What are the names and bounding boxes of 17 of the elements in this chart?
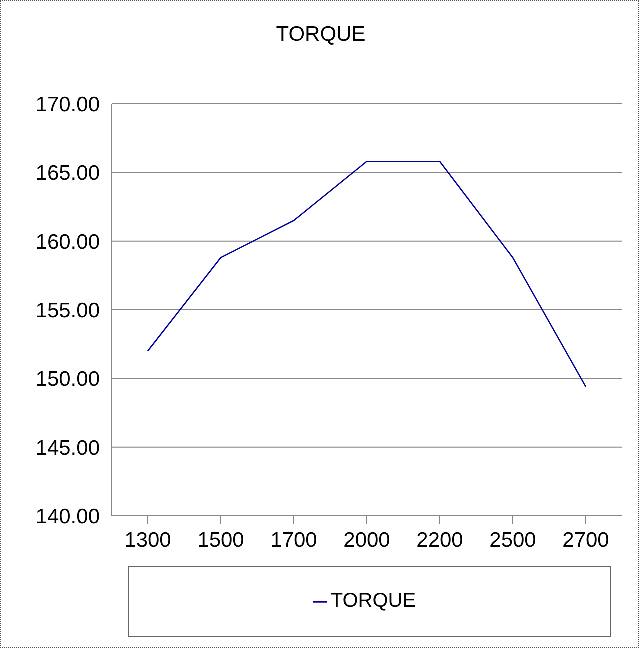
- y-tick-label: 150.00: [36, 368, 100, 392]
- y-tick-label: 145.00: [36, 436, 100, 460]
- x-tick-label: 2700: [562, 528, 610, 552]
- x-tick-label: 1700: [270, 528, 318, 552]
- x-tick-label: 2000: [344, 528, 390, 552]
- x-tick-label: 2500: [490, 528, 536, 552]
- line-series: [147, 161, 587, 388]
- y-tick-label: 155.00: [36, 299, 100, 322]
- x-tick-label: 2200: [416, 528, 464, 552]
- legend-label: TORQUE: [330, 590, 416, 612]
- x-tick-label: 1500: [198, 528, 244, 552]
- y-tick-label: 140.00: [36, 505, 100, 528]
- chart-title: TORQUE: [275, 23, 367, 47]
- y-tick-label: 160.00: [36, 230, 100, 254]
- x-tick-label: 1300: [124, 528, 172, 552]
- y-tick-label: 165.00: [36, 162, 100, 186]
- y-tick-label: 170.00: [36, 93, 100, 116]
